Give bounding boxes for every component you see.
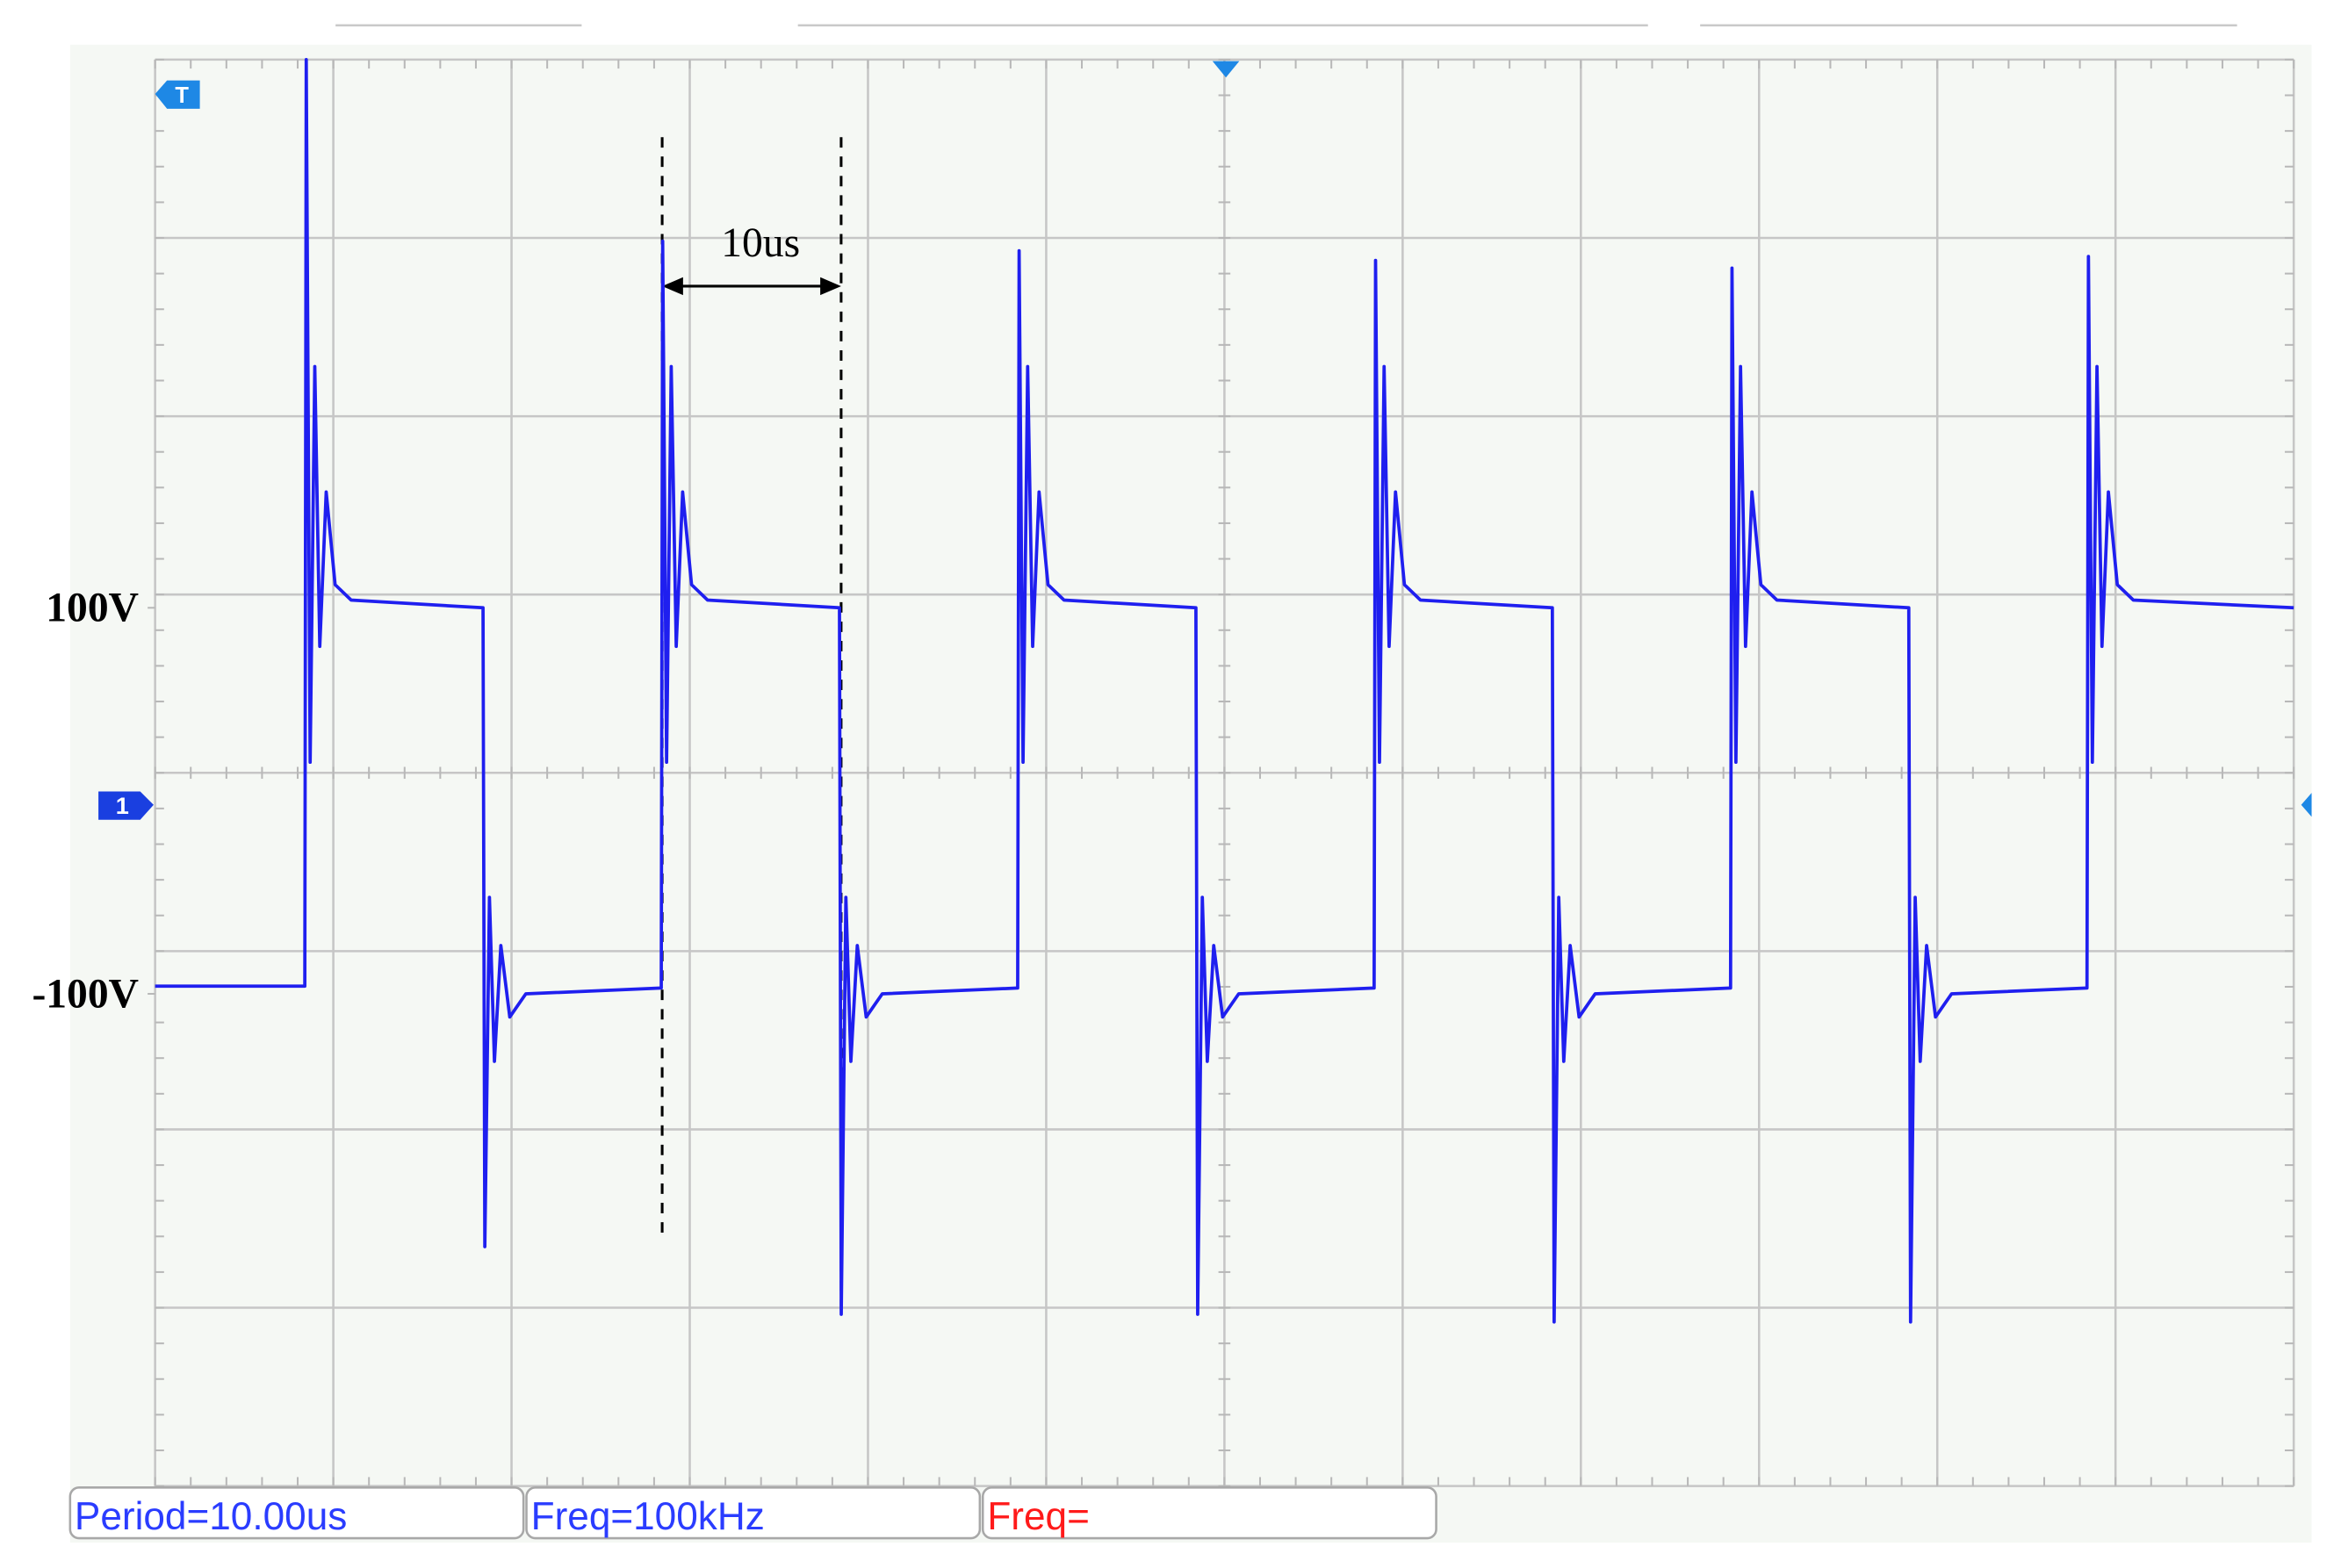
readout-text: Period=10.00us [75,1495,347,1538]
trigger-label: T [175,83,189,108]
annotation-text: 10us [721,220,800,266]
trigger-marker [155,80,200,109]
arrow-head [662,277,683,296]
readout-text: Freq= [987,1495,1090,1538]
readout-box [525,1486,982,1540]
readouts: Period=10.00us Freq=100kHz Freq= [68,1486,1437,1540]
signal-trace [155,58,2294,1324]
readout-box [981,1486,1437,1540]
waveform [155,58,2294,1324]
channel-marker [98,791,154,820]
channel-label: 1 [116,792,129,819]
graticule [154,58,2295,1487]
level-marker [2301,793,2312,817]
readout-box [68,1486,525,1540]
trigger-position [1212,61,1240,78]
screen [69,44,2312,1543]
readout-text: Freq=100kHz [531,1495,765,1538]
axis-labels: 100V -100V [32,586,155,1017]
y-tick-label: 100V [46,586,139,631]
arrow-head [820,277,841,296]
y-tick-label: -100V [32,971,138,1017]
